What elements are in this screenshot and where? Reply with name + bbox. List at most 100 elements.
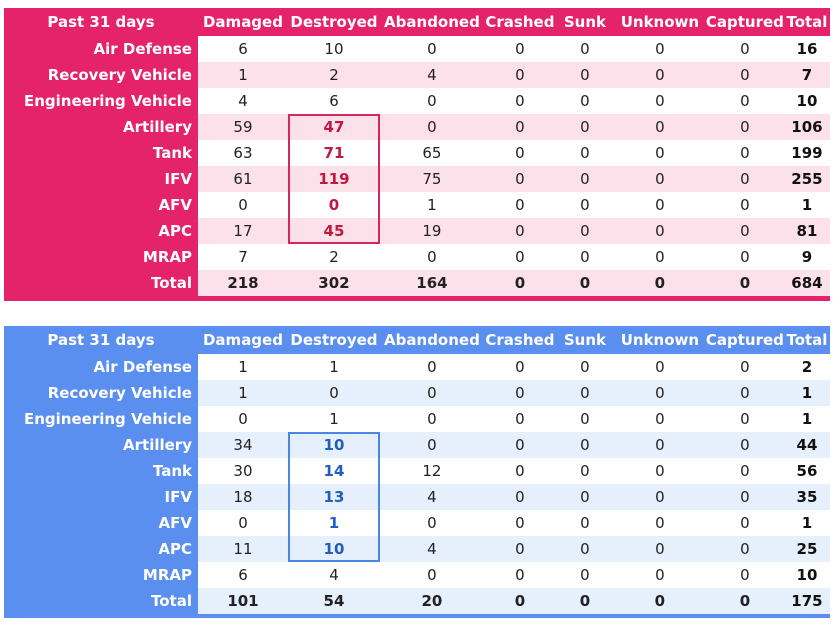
- row-label: Tank: [152, 462, 192, 480]
- table-cell: 0: [705, 140, 784, 166]
- table-cell: 1: [783, 192, 830, 218]
- table-cell: 59: [197, 114, 288, 140]
- table-cell: 10: [287, 536, 380, 562]
- table-cell: 0: [197, 406, 288, 432]
- table-cell: 0: [705, 380, 784, 406]
- table-cell: 0: [613, 588, 706, 614]
- table-cell: 0: [555, 140, 614, 166]
- table-cell: 0: [555, 588, 614, 614]
- table-cell: 0: [613, 406, 706, 432]
- row-label: Air Defense: [93, 358, 192, 376]
- table-cell: 0: [197, 192, 288, 218]
- table-cell: 0: [613, 88, 706, 114]
- table-cell: 0: [483, 380, 556, 406]
- table-cell: 218: [197, 270, 288, 296]
- table-cell: 7: [783, 62, 830, 88]
- table-cell: 302: [287, 270, 380, 296]
- table-cell: 1: [783, 380, 830, 406]
- table-cell: 0: [555, 562, 614, 588]
- table-cell: 0: [705, 88, 784, 114]
- table-cell: 0: [483, 36, 556, 62]
- table-cell: 0: [613, 270, 706, 296]
- column-header-crashed: Crashed: [485, 13, 555, 31]
- table-cell: 0: [555, 36, 614, 62]
- table-row: Engineering Vehicle 0 1 0 0 0 0 0 1: [4, 406, 830, 432]
- table-cell: 0: [483, 192, 556, 218]
- table-cell: 0: [483, 406, 556, 432]
- table-cell: 71: [287, 140, 380, 166]
- losses-table: Past 31 days Damaged Destroyed Abandoned Cra…: [4, 8, 830, 296]
- column-header-crashed: Crashed: [485, 331, 555, 349]
- column-header-abandoned: Abandoned: [384, 331, 480, 349]
- table-cell: 1: [197, 380, 288, 406]
- column-header-sunk: Sunk: [563, 13, 606, 31]
- table-cell: 0: [613, 62, 706, 88]
- row-label: IFV: [164, 170, 192, 188]
- row-label: Artillery: [123, 118, 192, 136]
- table-cell: 17: [197, 218, 288, 244]
- table-cell: 0: [483, 510, 556, 536]
- table-cell: 0: [555, 510, 614, 536]
- table-cell: 0: [705, 62, 784, 88]
- table-cell: 0: [483, 458, 556, 484]
- header-row: Past 31 days Damaged Destroyed Abandoned Cra…: [4, 8, 830, 36]
- header-row: Past 31 days Damaged Destroyed Abandoned Cra…: [4, 326, 830, 354]
- row-label: MRAP: [142, 248, 192, 266]
- table-row: IFV 18 13 4 0 0 0 0 35: [4, 484, 830, 510]
- table-cell: 0: [483, 484, 556, 510]
- table-cell: 0: [555, 536, 614, 562]
- table-cell: 0: [555, 484, 614, 510]
- table-cell: 6: [287, 88, 380, 114]
- table-row: Artillery 34 10 0 0 0 0 0 44: [4, 432, 830, 458]
- table-cell: 0: [555, 88, 614, 114]
- column-header-destroyed: Destroyed: [290, 13, 378, 31]
- table-cell: 1: [379, 192, 484, 218]
- table-cell: 2: [783, 354, 830, 380]
- table-cell: 0: [483, 218, 556, 244]
- table-row: Total 101 54 20 0 0 0 0 175: [4, 588, 830, 614]
- table-cell: 0: [379, 114, 484, 140]
- table-cell: 0: [483, 114, 556, 140]
- table-cell: 0: [555, 62, 614, 88]
- row-label: APC: [158, 540, 192, 558]
- table-cell: 0: [197, 510, 288, 536]
- table-cell: 9: [783, 244, 830, 270]
- column-header-damaged: Damaged: [202, 331, 283, 349]
- table-cell: 175: [783, 588, 830, 614]
- table-cell: 0: [483, 588, 556, 614]
- table-cell: 0: [705, 562, 784, 588]
- table-cell: 2: [287, 62, 380, 88]
- column-header-unknown: Unknown: [620, 13, 700, 31]
- table-cell: 0: [555, 458, 614, 484]
- row-label: Total: [151, 592, 192, 610]
- table-cell: 684: [783, 270, 830, 296]
- table-row: Tank 63 71 65 0 0 0 0 199: [4, 140, 830, 166]
- table-cell: 0: [379, 432, 484, 458]
- column-header-total: Total: [786, 331, 828, 349]
- table-cell: 0: [379, 244, 484, 270]
- table-cell: 0: [555, 354, 614, 380]
- table-cell: 0: [613, 140, 706, 166]
- table-cell: 0: [613, 114, 706, 140]
- table-cell: 0: [555, 380, 614, 406]
- table-cell: 0: [613, 192, 706, 218]
- table-cell: 0: [379, 562, 484, 588]
- table-cell: 0: [705, 536, 784, 562]
- table-row: Air Defense 1 1 0 0 0 0 0 2: [4, 354, 830, 380]
- table-cell: 35: [783, 484, 830, 510]
- table-cell: 18: [197, 484, 288, 510]
- table-cell: 0: [483, 432, 556, 458]
- corner-label: Past 31 days: [47, 13, 155, 31]
- table-cell: 0: [613, 218, 706, 244]
- table-row: Engineering Vehicle 4 6 0 0 0 0 0 10: [4, 88, 830, 114]
- column-header-abandoned: Abandoned: [384, 13, 480, 31]
- table-cell: 0: [705, 114, 784, 140]
- table-row: APC 11 10 4 0 0 0 0 25: [4, 536, 830, 562]
- table-cell: 61: [197, 166, 288, 192]
- table-cell: 20: [379, 588, 484, 614]
- table-cell: 0: [379, 36, 484, 62]
- losses-table: Past 31 days Damaged Destroyed Abandoned Cra…: [4, 326, 830, 614]
- table-cell: 30: [197, 458, 288, 484]
- table-cell: 0: [555, 192, 614, 218]
- table-cell: 16: [783, 36, 830, 62]
